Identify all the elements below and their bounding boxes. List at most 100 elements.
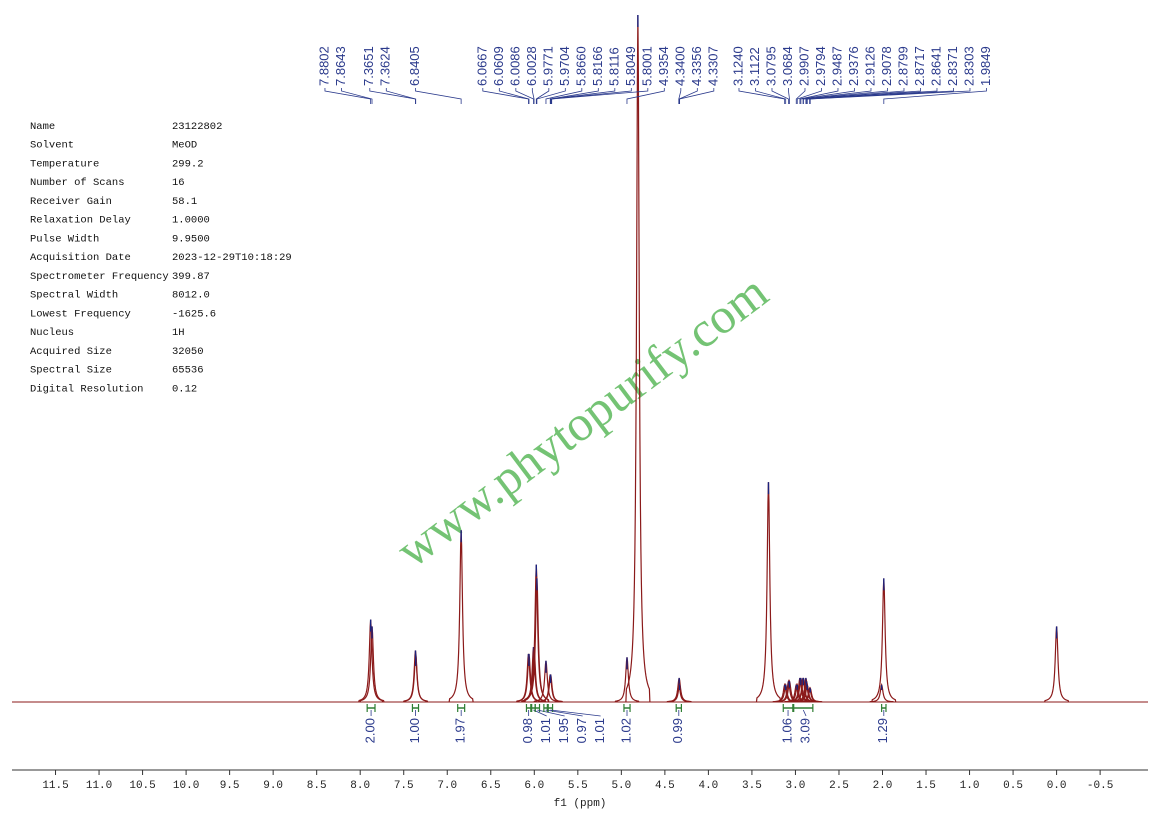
peak-leader <box>369 88 416 104</box>
peak-leader <box>535 88 550 104</box>
integral-leader <box>802 709 807 717</box>
peak-leader <box>738 88 786 104</box>
param-value: 1.0000 <box>172 215 210 227</box>
peak-label: 3.0684 <box>780 46 795 86</box>
integral-label: 1.00 <box>407 718 422 743</box>
param-value: -1625.6 <box>172 308 216 320</box>
x-tick-label: 1.0 <box>960 780 980 792</box>
x-tick-label: 1.5 <box>916 780 936 792</box>
param-name: Nucleus <box>30 327 74 339</box>
peak-leader <box>545 88 583 104</box>
x-tick-label: 11.5 <box>42 780 68 792</box>
peak-leader <box>809 88 954 104</box>
peak-label: 2.9078 <box>879 46 894 86</box>
param-value: 65536 <box>172 365 204 377</box>
watermark: www.phytopurify.com <box>386 263 778 578</box>
peak-label: 5.8116 <box>606 47 621 86</box>
x-tick-label: 7.5 <box>394 780 414 792</box>
peak <box>448 530 474 703</box>
param-value: 9.9500 <box>172 233 210 245</box>
peak-label: 5.9704 <box>557 46 572 86</box>
x-tick-label: 10.0 <box>173 780 199 792</box>
x-tick-label: 5.0 <box>611 780 631 792</box>
x-tick-label: 11.0 <box>86 780 112 792</box>
peak-leader <box>550 88 632 104</box>
param-name: Acquired Size <box>30 346 112 358</box>
peak-label: 2.9376 <box>846 46 861 86</box>
x-tick-label: 7.0 <box>437 780 457 792</box>
param-value: 1H <box>172 327 185 339</box>
peak-leader <box>755 88 787 104</box>
peak-leader <box>515 88 534 104</box>
peak-label: 7.8643 <box>333 46 348 86</box>
x-tick-label: 8.5 <box>307 780 327 792</box>
peak-leader <box>803 88 888 104</box>
peak-leader <box>678 88 698 104</box>
x-tick-label: 6.0 <box>524 780 544 792</box>
peak-label: 2.9487 <box>829 46 844 86</box>
x-tick-label: 0.0 <box>1047 780 1067 792</box>
param-name: Name <box>30 121 55 133</box>
peak-leader <box>799 88 839 104</box>
peak-leader <box>806 88 938 104</box>
x-tick-label: 2.0 <box>873 780 893 792</box>
param-name: Spectral Width <box>30 290 118 302</box>
x-tick-label: 3.0 <box>786 780 806 792</box>
param-value: 0.12 <box>172 383 197 395</box>
param-name: Acquisition Date <box>30 252 131 264</box>
param-name: Spectral Size <box>30 365 112 377</box>
peak-label: 3.1122 <box>747 47 762 86</box>
peak-label: 7.3624 <box>378 46 393 86</box>
param-value: 8012.0 <box>172 290 210 302</box>
param-name: Temperature <box>30 158 99 170</box>
peak-label: 6.8405 <box>407 46 422 86</box>
param-value: 58.1 <box>172 196 197 208</box>
integral-leader <box>545 709 583 717</box>
param-value: MeOD <box>172 140 197 152</box>
peak-label: 4.3356 <box>689 46 704 86</box>
integral-label: 1.97 <box>453 718 468 743</box>
x-tick-label: -0.5 <box>1087 780 1113 792</box>
peak-label: 2.9794 <box>813 46 828 86</box>
param-name: Receiver Gain <box>30 196 112 208</box>
integral-leader <box>537 709 565 717</box>
peak-label: 2.8371 <box>945 46 960 86</box>
peak-label: 7.8802 <box>316 46 331 86</box>
integral-label: 1.01 <box>592 718 607 743</box>
peak-label: 2.8303 <box>961 46 976 86</box>
peak-label: 1.9849 <box>978 46 993 86</box>
peak-leader <box>341 88 373 104</box>
param-value: 299.2 <box>172 158 204 170</box>
peak-leader <box>415 88 462 104</box>
peak-label: 7.3651 <box>361 46 376 86</box>
integral-label: 1.06 <box>779 718 794 743</box>
peak-leader <box>771 88 789 104</box>
peak-label: 2.9126 <box>862 46 877 86</box>
peak-label: 2.8717 <box>912 46 927 86</box>
peak-leader <box>795 88 806 104</box>
x-axis-label: f1 (ppm) <box>554 798 607 810</box>
x-tick-label: 2.5 <box>829 780 849 792</box>
x-tick-label: 10.5 <box>129 780 155 792</box>
peak-leader <box>482 88 529 104</box>
peak-label: 4.3400 <box>672 46 687 86</box>
integral-label: 3.09 <box>797 718 812 743</box>
peak <box>755 482 782 703</box>
peak-label: 3.0795 <box>763 46 778 86</box>
peak-label: 6.0086 <box>507 46 522 86</box>
peak-leader <box>550 88 616 104</box>
x-tick-label: 0.5 <box>1003 780 1023 792</box>
param-value: 399.87 <box>172 271 210 283</box>
peak-leader <box>549 88 599 104</box>
peak <box>871 578 897 703</box>
x-tick-label: 9.0 <box>263 780 283 792</box>
peak-leader <box>883 88 987 104</box>
peak-leader <box>551 88 649 104</box>
x-tick-label: 4.0 <box>698 780 718 792</box>
peak-leader <box>536 88 566 104</box>
peak-leader <box>324 88 372 104</box>
param-name: Relaxation Delay <box>30 215 131 227</box>
peak-label: 2.8799 <box>895 46 910 86</box>
peak-leader <box>531 88 535 104</box>
